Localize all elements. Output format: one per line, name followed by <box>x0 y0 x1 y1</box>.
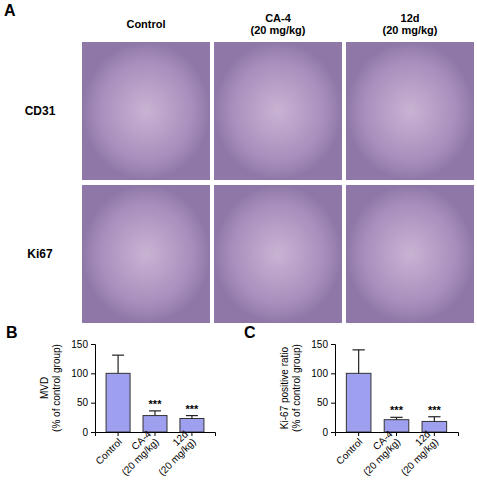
error-cap <box>353 349 365 350</box>
column-header: CA-4(20 mg/kg) <box>250 12 305 36</box>
tick-label: 100 <box>311 368 328 379</box>
y-axis: 0 50 100 150 <box>71 339 95 438</box>
row-label: CD31 <box>25 104 56 118</box>
tick: CA-4(20 mg/kg) <box>353 428 403 478</box>
x-axis: ControlCA-4(20 mg/kg)12d(20 mg/kg) <box>334 428 459 478</box>
tick: Control <box>334 432 365 467</box>
tick-label: 50 <box>317 397 329 408</box>
figure: AControlCA-4(20 mg/kg)12d(20 mg/kg)CD31K… <box>0 0 477 500</box>
error-stem <box>154 411 155 416</box>
tick-mark <box>91 432 95 433</box>
error-bar <box>390 417 402 419</box>
error-stem <box>358 350 359 373</box>
tick: 12d(20 mg/kg) <box>391 428 440 477</box>
error-stem <box>434 417 435 422</box>
error-cap <box>390 417 402 418</box>
error-cap <box>186 415 198 416</box>
panel-label: B <box>6 324 18 341</box>
tick-mark <box>331 373 335 374</box>
error-bar <box>428 417 440 422</box>
tick-label: 12d(20 mg/kg) <box>391 428 440 477</box>
bar <box>143 416 167 432</box>
micrograph <box>82 42 210 180</box>
tick: 50 <box>317 397 335 408</box>
tick-mark <box>91 373 95 374</box>
error-bar <box>149 411 161 416</box>
tick-mark <box>331 403 335 404</box>
tick: 100 <box>311 368 335 379</box>
tick: CA-4(20 mg/kg) <box>112 428 162 478</box>
tick-label: CA-4(20 mg/kg) <box>353 428 403 478</box>
tick-mark <box>331 432 335 433</box>
tick-mark <box>155 432 156 436</box>
tick: 0 <box>82 427 95 438</box>
tick-label: 50 <box>77 397 89 408</box>
tick-mark <box>331 344 335 345</box>
error-cap <box>112 355 124 356</box>
axis-line <box>96 433 216 437</box>
column-header: 12d(20 mg/kg) <box>382 12 437 36</box>
panel-label: A <box>4 2 16 19</box>
axis-title: Ki-67 positive ratio(% of control group) <box>279 344 302 432</box>
error-cap <box>149 410 161 411</box>
tick-mark <box>396 432 397 436</box>
tick: Control <box>93 432 124 467</box>
tick-mark <box>91 403 95 404</box>
tick: 150 <box>311 339 335 350</box>
row-label: Ki67 <box>27 247 53 261</box>
tick-label: Control <box>334 436 365 467</box>
tick-mark <box>91 344 95 345</box>
significance: *** <box>149 398 163 410</box>
bar-chart: B *** *** 0 50 100 150 ControlCA-4(20 mg/kg)12d… <box>6 324 216 478</box>
plot-area <box>106 355 204 432</box>
bar <box>346 373 371 432</box>
y-axis: 0 50 100 150 <box>311 339 335 438</box>
tick: 100 <box>71 368 95 379</box>
image-panel: A Control CA-4(20 mg/kg) 12d(20 mg/kg) CD31 K… <box>4 2 474 323</box>
micrograph <box>346 185 474 323</box>
significance: *** <box>186 403 200 415</box>
error-bar <box>353 350 365 373</box>
axis-line <box>336 433 459 437</box>
error-cap <box>428 416 440 417</box>
column-header: Control <box>126 18 165 30</box>
tick: 0 <box>322 427 335 438</box>
axis-line <box>91 345 96 433</box>
micrograph <box>346 42 474 180</box>
panel-label: C <box>244 324 256 341</box>
tick-mark <box>118 432 119 436</box>
tick-label: 12d(20 mg/kg) <box>148 428 197 477</box>
x-axis: ControlCA-4(20 mg/kg)12d(20 mg/kg) <box>93 428 215 478</box>
micrograph <box>214 185 342 323</box>
plot-area <box>346 350 446 432</box>
significance: *** <box>428 404 442 416</box>
bar <box>106 373 130 432</box>
tick-label: 0 <box>82 427 88 438</box>
tick-label: Control <box>93 436 124 467</box>
bar-chart: C *** *** 0 50 100 150 ControlCA-4(20 mg/kg)12d… <box>244 324 459 478</box>
tick-mark <box>434 432 435 436</box>
tick: 50 <box>77 397 95 408</box>
axis-line <box>331 345 336 433</box>
error-stem <box>117 355 118 373</box>
tick-mark <box>358 432 359 436</box>
tick: 150 <box>71 339 95 350</box>
micrograph <box>82 185 210 323</box>
tick-label: CA-4(20 mg/kg) <box>112 428 162 478</box>
tick-mark <box>191 432 192 436</box>
tick-label: 150 <box>71 339 88 350</box>
micrograph <box>214 42 342 180</box>
tick-label: 0 <box>322 427 328 438</box>
error-bar <box>186 416 198 419</box>
tick-label: 150 <box>311 339 328 350</box>
error-bar <box>112 355 124 373</box>
tick: 12d(20 mg/kg) <box>148 428 197 477</box>
tick-label: 100 <box>71 368 88 379</box>
significance: *** <box>390 404 404 416</box>
axis-title: MVD(% of control group) <box>39 344 62 432</box>
